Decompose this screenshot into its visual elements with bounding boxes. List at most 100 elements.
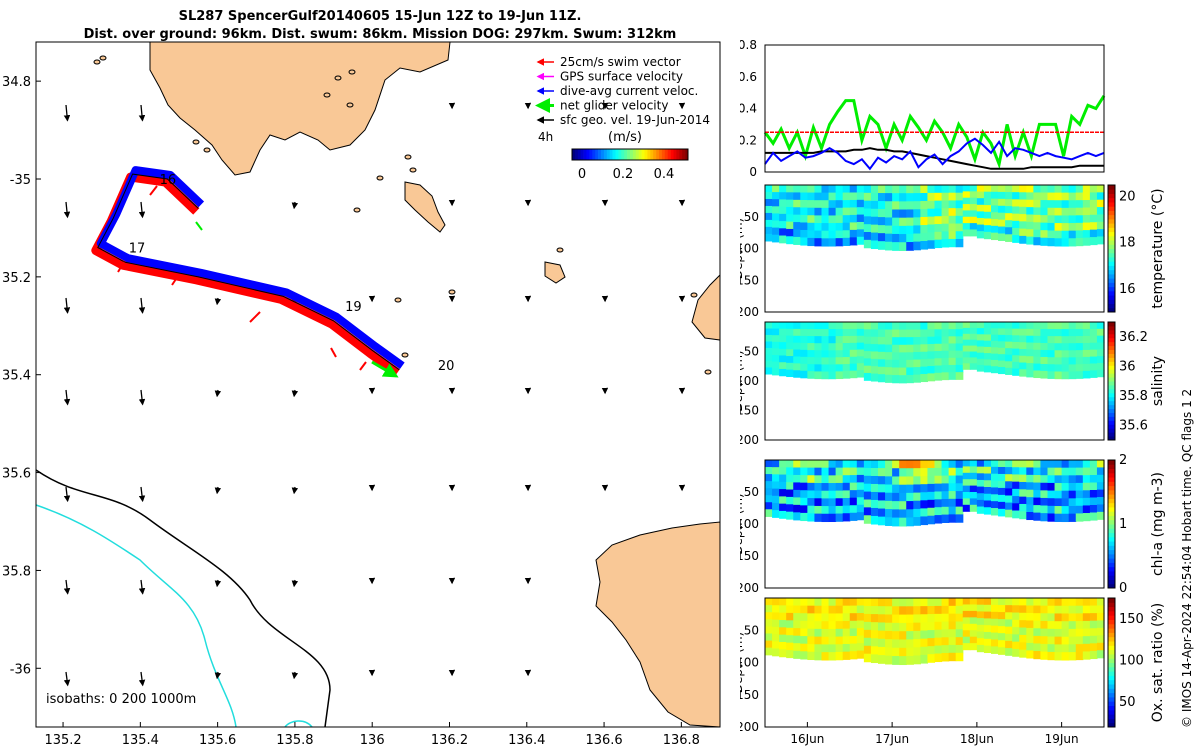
colorbar-cell <box>1108 705 1115 711</box>
colorbar-cell <box>1108 189 1115 194</box>
heatmap-cell <box>828 336 837 344</box>
heatmap-cell <box>1012 328 1020 336</box>
heatmap-cell <box>892 359 900 369</box>
heatmap-cell <box>927 336 936 345</box>
velocity-series-line <box>765 147 1104 170</box>
heatmap-cell <box>1047 505 1056 515</box>
heatmap-cell <box>955 621 964 630</box>
colorbar-cell <box>1108 606 1115 612</box>
heatmap-cell <box>948 475 957 484</box>
heatmap-cell <box>906 322 914 331</box>
heatmap-cell <box>941 350 950 359</box>
heatmap-cell <box>1040 467 1049 476</box>
legend-label: net glider velocity <box>560 99 668 113</box>
heatmap-cell <box>934 365 943 374</box>
colorbar-cell <box>1108 377 1115 382</box>
land-islet-small <box>704 369 712 375</box>
heatmap-cell <box>927 646 936 655</box>
heatmap-cell <box>1054 506 1063 515</box>
heatmap-cell <box>821 215 830 224</box>
heatmap-cell <box>863 507 872 516</box>
depth-tick-label: 150 <box>740 688 759 702</box>
heatmap-cell <box>1068 336 1077 344</box>
heatmap-cell <box>1089 504 1098 514</box>
heatmap-cell <box>807 215 816 224</box>
heatmap-cell <box>1061 483 1070 492</box>
x-tick-label: 135.8 <box>276 733 313 748</box>
heatmap-cell <box>1033 505 1042 514</box>
heatmap-cell <box>1061 613 1070 622</box>
heatmap-cell <box>892 656 900 665</box>
heatmap-cell <box>948 372 957 380</box>
heatmap-cell <box>1068 215 1077 224</box>
heatmap-cell <box>835 628 844 638</box>
heatmap-cell <box>842 237 851 246</box>
heatmap-cell <box>800 214 808 224</box>
heatmap-cell <box>1096 185 1105 193</box>
heatmap-cell <box>1082 200 1091 209</box>
heatmap-cell <box>863 637 872 647</box>
heatmap-cell <box>856 598 865 607</box>
colorbar-tick-label: 100 <box>1119 653 1144 668</box>
depth-tick-label: 200 <box>740 581 759 595</box>
heatmap-cell <box>899 598 907 607</box>
heatmap-cell <box>878 336 886 345</box>
heatmap-cell <box>828 628 837 638</box>
heatmap-cell <box>1054 460 1063 469</box>
heatmap-cell <box>998 322 1006 330</box>
heatmap-cell <box>800 207 808 216</box>
land-islet-small <box>376 175 384 181</box>
heatmap-cell <box>983 322 992 329</box>
heatmap-cell <box>1089 222 1098 231</box>
heatmap-cell <box>920 614 929 623</box>
heatmap-cell <box>998 647 1006 655</box>
heatmap-cell <box>998 612 1006 620</box>
heatmap-cell <box>1005 227 1013 235</box>
heatmap-cell <box>962 345 971 353</box>
heatmap-cell <box>856 328 865 337</box>
heatmap-cell <box>892 352 900 361</box>
heatmap-cell <box>849 467 858 476</box>
heatmap-cell <box>906 460 914 469</box>
heatmap-cell <box>849 620 858 629</box>
heatmap-cell <box>1096 192 1105 201</box>
colorbar-cell <box>1108 619 1115 625</box>
heatmap-cell <box>772 641 780 650</box>
heatmap-cell <box>991 212 999 220</box>
heatmap-cell <box>941 645 950 654</box>
heatmap-cell <box>870 515 879 525</box>
heatmap-cell <box>1019 214 1027 222</box>
heatmap-cell <box>1061 192 1070 201</box>
heatmap-cell <box>899 639 907 649</box>
heatmap-cell <box>828 483 837 492</box>
heatmap-cell <box>800 229 808 239</box>
heatmap-cell <box>998 598 1006 606</box>
heatmap-cell <box>1019 221 1027 230</box>
heatmap-cell <box>1096 369 1105 378</box>
heatmap-cell <box>976 638 985 646</box>
heatmap-cell <box>878 351 886 360</box>
heatmap-cell <box>765 191 773 200</box>
heatmap-cell <box>1061 207 1070 217</box>
velocity-y-tick: 0 <box>749 165 757 179</box>
heatmap-cell <box>1047 207 1056 216</box>
heatmap-cell <box>1089 605 1098 614</box>
y-tick-label: -36 <box>10 662 31 677</box>
velocity-frame <box>764 44 1105 173</box>
heatmap-cell <box>1019 496 1027 505</box>
heatmap-cell <box>786 605 794 614</box>
heatmap-cell <box>1026 335 1034 344</box>
heatmap-cell <box>1019 322 1027 330</box>
heatmap-cell <box>835 613 844 622</box>
heatmap-cell <box>828 185 837 194</box>
heatmap-cell <box>983 507 992 515</box>
heatmap-cell <box>1054 467 1063 476</box>
heatmap-cell <box>1061 185 1070 194</box>
land-islet-small <box>394 297 402 303</box>
heatmap-cell <box>849 475 858 484</box>
land-islet-small <box>192 139 200 145</box>
heatmap-cell <box>1033 620 1042 629</box>
heatmap-cell <box>1061 357 1070 366</box>
colorbar-cell <box>1108 583 1115 589</box>
heatmap-cell <box>899 234 907 243</box>
